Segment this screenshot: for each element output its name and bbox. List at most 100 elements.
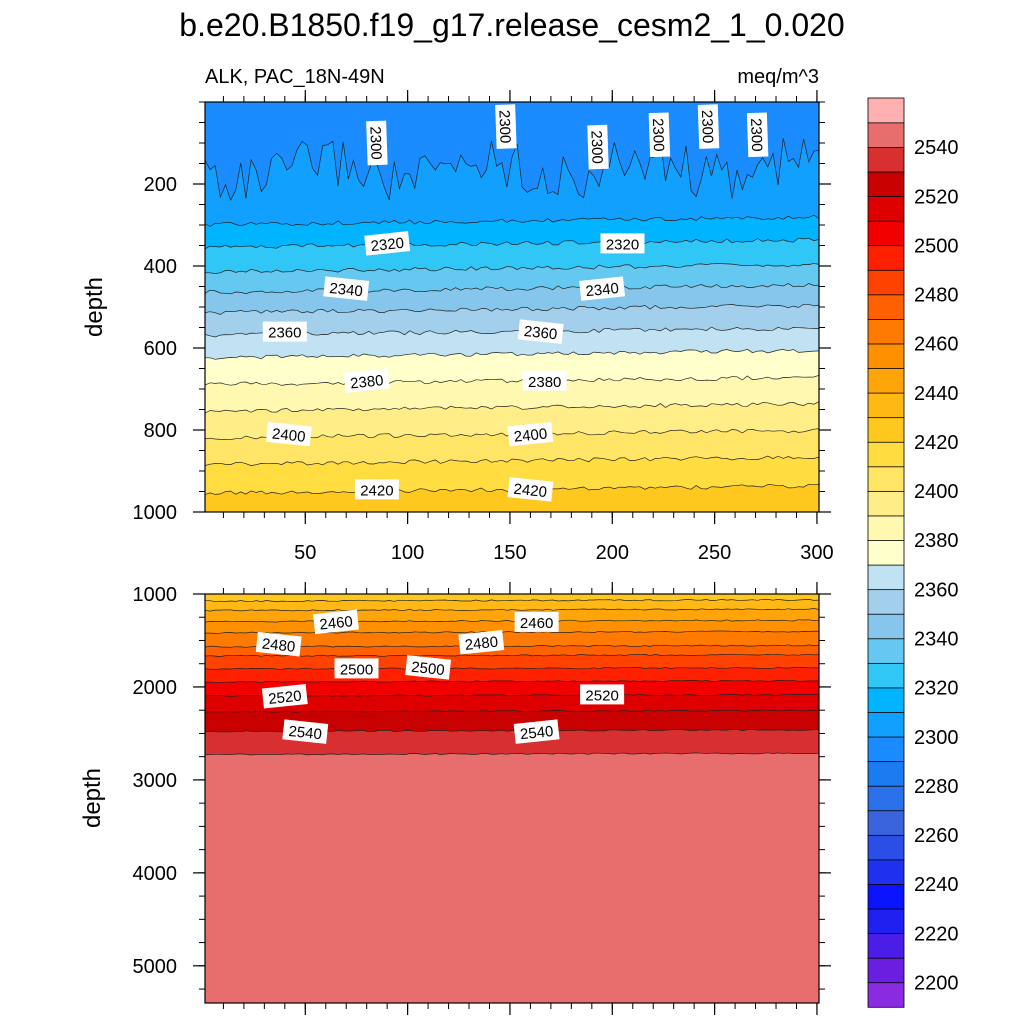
colorbar-swatch — [867, 294, 905, 320]
upper-contour-line — [205, 401, 819, 414]
upper-panel: 2300 2300 2300 2300 2300 2300 2320 2320 2340 2340… — [81, 90, 834, 564]
lower-contour-lines — [205, 598, 819, 756]
upper-contour-label: 2380 — [522, 370, 567, 391]
contour-label-text: 2300 — [649, 118, 667, 152]
lower-y-tick-label: 3000 — [133, 770, 178, 792]
upper-contour-label: 2340 — [579, 276, 626, 301]
colorbar-swatch — [867, 97, 905, 124]
colorbar-swatch — [867, 245, 905, 271]
contour-label-bg — [282, 719, 329, 744]
colorbar-swatch — [867, 318, 905, 345]
contour-label-bg — [514, 611, 559, 632]
contour-label-bg — [255, 631, 302, 657]
upper-x-tick-label: 150 — [493, 542, 526, 564]
upper-contour-line — [205, 282, 819, 295]
colorbar-tick-label: 2340 — [914, 629, 959, 651]
upper-y-tick-label: 800 — [144, 420, 177, 442]
upper-contour-label: 2300 — [746, 112, 769, 158]
upper-contour-label: 2320 — [364, 231, 411, 256]
contour-label-bg — [587, 124, 609, 170]
lower-contour-line — [205, 630, 819, 634]
contour-label-bg — [364, 231, 411, 256]
contour-label-text: 2360 — [268, 325, 301, 342]
colorbar-tick-label: 2400 — [914, 481, 959, 503]
contour-label-text: 2540 — [519, 723, 554, 743]
contour-label-bg — [580, 684, 625, 705]
colorbar-tick-label: 2200 — [914, 972, 959, 994]
colorbar-swatch — [867, 564, 905, 591]
upper-contour-label: 2400 — [265, 421, 312, 447]
contour-label-bg — [648, 112, 671, 158]
contour-label-text: 2300 — [366, 126, 384, 160]
colorbar-swatch — [867, 588, 905, 615]
lower-filled-contours — [205, 594, 819, 1003]
lower-contour-label: 2520 — [580, 684, 625, 705]
lower-contour-label: 2540 — [513, 719, 560, 744]
contour-label-text: 2340 — [585, 280, 620, 300]
lower-contour-label: 2500 — [334, 658, 379, 679]
upper-contour-line — [205, 348, 819, 360]
upper-contour-label: 2420 — [507, 477, 554, 502]
upper-contour-lines — [205, 138, 819, 495]
colorbar-swatch — [867, 785, 905, 812]
contour-label-text: 2380 — [528, 374, 561, 391]
colorbar-swatch — [867, 343, 905, 369]
upper-x-tick-label: 50 — [294, 542, 316, 564]
colorbar: 2200 2220 2240 2260 2280 2300 2320 2340 2360 2380… — [867, 97, 959, 1008]
chart-title: b.e20.B1850.f19_g17.release_cesm2_1_0.02… — [179, 7, 844, 43]
upper-y-tick-label: 1000 — [133, 502, 178, 524]
upper-y-axis-label: depth — [81, 277, 108, 337]
lower-contour-label: 2480 — [458, 630, 505, 655]
contour-label-text: 2460 — [319, 613, 354, 633]
contour-label-text: 2480 — [261, 635, 296, 655]
colorbar-tick-label: 2500 — [914, 235, 959, 257]
colorbar-swatch — [867, 367, 905, 394]
contour-label-text: 2520 — [585, 687, 618, 704]
contour-label-bg — [507, 477, 554, 502]
contour-label-bg — [261, 684, 308, 709]
colorbar-swatch — [867, 908, 905, 934]
upper-contour-label: 2320 — [600, 233, 645, 254]
contour-label-bg — [600, 233, 645, 254]
upper-x-tick-label: 300 — [800, 542, 833, 564]
colorbar-tick-label: 2380 — [914, 530, 959, 552]
colorbar-swatch — [867, 687, 905, 713]
lower-contour-line — [205, 709, 819, 713]
colorbar-tick-label: 2480 — [914, 285, 959, 307]
upper-contour-label: 2300 — [697, 104, 720, 149]
colorbar-swatch — [867, 146, 905, 173]
contour-label-bg — [697, 104, 720, 149]
lower-y-tick-label: 5000 — [133, 956, 178, 978]
colorbar-swatch — [867, 810, 905, 836]
lower-contour-line — [205, 752, 819, 756]
contour-label-bg — [323, 276, 370, 301]
colorbar-tick-label: 2320 — [914, 678, 959, 700]
contour-label-text: 2300 — [698, 110, 716, 144]
colorbar-swatch — [867, 392, 905, 419]
upper-contour-line — [205, 237, 819, 250]
contour-label-text: 2360 — [523, 323, 558, 343]
contour-label-bg — [517, 319, 564, 344]
upper-contour-label: 2300 — [495, 104, 517, 149]
right-subtitle: meq/m^3 — [737, 66, 819, 88]
contour-label-text: 2400 — [513, 425, 548, 445]
upper-contour-line — [205, 455, 819, 466]
colorbar-swatch — [867, 122, 905, 148]
contour-label-bg — [458, 630, 505, 655]
contour-label-text: 2480 — [464, 634, 499, 654]
colorbar-swatch — [867, 466, 905, 492]
contour-label-text: 2500 — [410, 659, 445, 679]
contour-label-text: 2420 — [360, 482, 393, 499]
upper-contour-label: 2300 — [366, 120, 388, 166]
colorbar-swatch — [867, 416, 905, 443]
lower-contour-line — [205, 644, 819, 648]
contour-label-bg — [405, 655, 452, 680]
colorbar-swatch — [867, 638, 905, 664]
upper-contour-line — [205, 214, 819, 227]
colorbar-swatch — [867, 220, 905, 247]
colorbar-swatch — [867, 539, 905, 566]
upper-contour-label: 2340 — [323, 276, 370, 301]
upper-band-fill — [205, 484, 819, 512]
colorbar-swatch — [867, 834, 905, 861]
upper-contour-line — [205, 326, 819, 338]
